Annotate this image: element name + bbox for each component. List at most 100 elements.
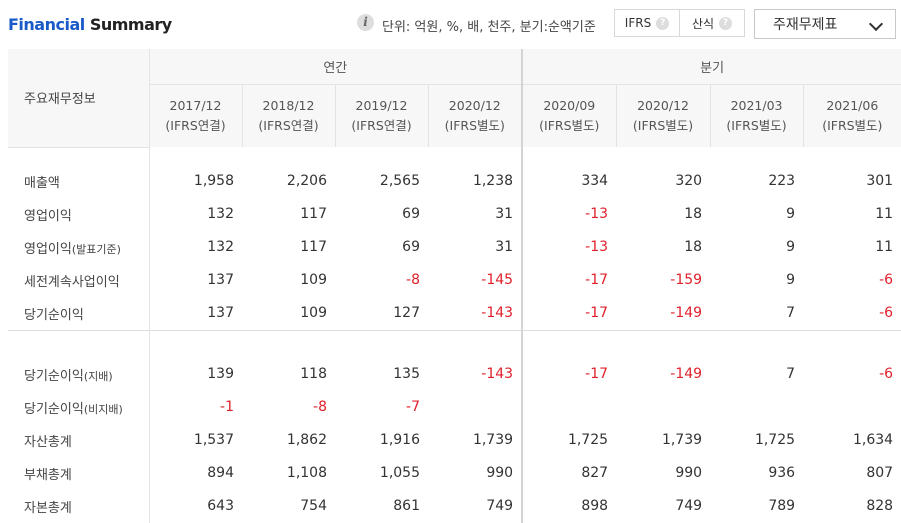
table-row: 자산총계 1,537 1,862 1,916 1,739 1,725 1,739 1,725 1…	[8, 423, 901, 457]
value-cell: -6	[879, 366, 894, 382]
table-row: 세전계속사업이익 137 109 -8 -145 -17 -159 9 -6	[8, 263, 901, 297]
table-row: 매출액 1,958 2,206 2,565 1,238 334 320 223 301	[8, 164, 901, 198]
help-icon[interactable]: ?	[719, 16, 733, 30]
value-cell: 9	[786, 272, 796, 288]
row-label-text: 영업이익	[24, 241, 72, 257]
row-label-text: 자본총계	[24, 500, 72, 516]
value-cell: -149	[670, 366, 703, 382]
period-date: 2020/12	[637, 98, 690, 113]
value-cell: -8	[313, 399, 327, 415]
value-cell: 1,916	[379, 432, 420, 448]
value-cell	[428, 391, 522, 424]
period-basis: (IFRS별도)	[539, 118, 600, 133]
row-label: 당기순이익(지배)	[8, 358, 149, 391]
period-header: 2020/12 (IFRS별도)	[427, 84, 523, 147]
value-cell: 807	[866, 465, 894, 481]
period-date: 2020/09	[543, 98, 596, 113]
period-header: 2021/06 (IFRS별도)	[802, 84, 901, 147]
value-cell: 894	[148, 456, 242, 490]
help-icon[interactable]: ?	[656, 16, 670, 30]
table-row: 부채총계 894 1,108 1,055 990 827 990 936 807	[8, 456, 901, 490]
value-cell: -17	[521, 263, 617, 297]
value-cell: 990	[486, 465, 514, 481]
row-label-sub: (발표기준)	[71, 242, 121, 256]
value-cell: 861	[393, 498, 420, 514]
value-cell: 132	[148, 197, 242, 231]
info-icon[interactable]: i	[357, 14, 374, 31]
row-label-text: 당기순이익	[24, 307, 84, 323]
value-cell: 11	[875, 206, 894, 222]
value-cell: -6	[879, 305, 894, 321]
table-row: 당기순이익(비지배) -1 -8 -7	[8, 390, 901, 424]
value-cell: 223	[768, 173, 796, 189]
period-date: 2018/12	[262, 98, 315, 113]
title-financial: Financial	[8, 15, 85, 34]
unit-text: 단위: 억원, %, 배, 천주, 분기:순액기준	[382, 20, 596, 35]
value-cell: 139	[148, 357, 242, 391]
period-date: 2021/03	[730, 98, 783, 113]
row-label: 당기순이익	[8, 297, 149, 331]
value-cell: 990	[675, 465, 703, 481]
value-cell: 69	[402, 239, 420, 255]
table-row: 영업이익(발표기준) 132 117 69 31 -13 18 9 11	[8, 230, 901, 264]
value-cell: -17	[521, 357, 617, 391]
row-label: 영업이익(발표기준)	[8, 231, 149, 264]
view-toggle: IFRS ? 산식 ?	[614, 9, 745, 37]
value-cell: 1,739	[661, 432, 703, 448]
row-label: 세전계속사업이익	[8, 264, 149, 297]
period-basis: (IFRS별도)	[822, 118, 883, 133]
period-basis: (IFRS별도)	[632, 118, 694, 133]
value-cell: 9	[786, 206, 796, 222]
value-cell: 334	[521, 164, 617, 198]
period-header: 2021/03 (IFRS별도)	[709, 84, 804, 147]
value-cell: 117	[300, 239, 327, 255]
value-cell: 1,862	[286, 432, 327, 448]
ifrs-button[interactable]: IFRS ?	[615, 10, 680, 36]
financial-summary-table: 주요재무정보 연간 분기 2017/12 (IFRS연결) 2018/12 (IFRS…	[8, 49, 901, 523]
value-cell: 118	[300, 366, 327, 382]
value-cell: 9	[786, 239, 796, 255]
value-cell: -143	[481, 366, 514, 382]
table-row: 당기순이익 137 109 127 -143 -17 -149 7 -6	[8, 296, 901, 331]
value-cell	[521, 390, 617, 424]
row-label: 자본총계	[8, 490, 149, 523]
value-cell: 1,108	[286, 465, 327, 481]
value-cell: -13	[521, 197, 617, 231]
value-cell: -6	[879, 272, 894, 288]
value-cell: 1,725	[521, 423, 617, 457]
value-cell: 827	[521, 456, 617, 490]
row-label: 부채총계	[8, 457, 149, 490]
value-cell: 137	[148, 263, 242, 297]
value-cell: 137	[148, 296, 242, 330]
value-cell: 749	[486, 498, 514, 514]
value-cell: 936	[768, 465, 796, 481]
value-cell: 18	[684, 239, 703, 255]
value-cell: -1	[148, 390, 242, 424]
value-cell: 135	[393, 366, 420, 382]
row-label-text: 영업이익	[24, 208, 72, 224]
row-label: 당기순이익(비지배)	[8, 391, 149, 424]
period-date: 2019/12	[355, 98, 408, 113]
value-cell: 127	[393, 305, 420, 321]
value-cell: 109	[300, 272, 327, 288]
value-cell: 1,537	[148, 423, 242, 457]
period-header: 2020/12 (IFRS별도)	[615, 84, 711, 147]
row-label-text: 매출액	[24, 175, 60, 191]
table-row: 자본총계 643 754 861 749 898 749 789 828	[8, 489, 901, 523]
value-cell: 109	[300, 305, 327, 321]
value-cell: -7	[406, 399, 420, 415]
value-cell: -159	[670, 272, 703, 288]
row-label-text: 세전계속사업이익	[24, 274, 120, 290]
value-cell: 643	[148, 489, 242, 523]
period-basis: (IFRS별도)	[444, 118, 505, 133]
value-cell: 301	[866, 173, 894, 189]
value-cell: 754	[300, 498, 327, 514]
formula-button[interactable]: 산식 ?	[680, 10, 744, 36]
value-cell: 1,055	[379, 465, 420, 481]
ifrs-label: IFRS	[624, 16, 652, 30]
statement-select[interactable]: 주재무제표	[754, 9, 896, 39]
row-label-text: 자산총계	[24, 434, 72, 450]
value-cell: 2,206	[286, 173, 327, 189]
value-cell: 749	[675, 498, 703, 514]
period-basis: (IFRS별도)	[726, 118, 787, 133]
